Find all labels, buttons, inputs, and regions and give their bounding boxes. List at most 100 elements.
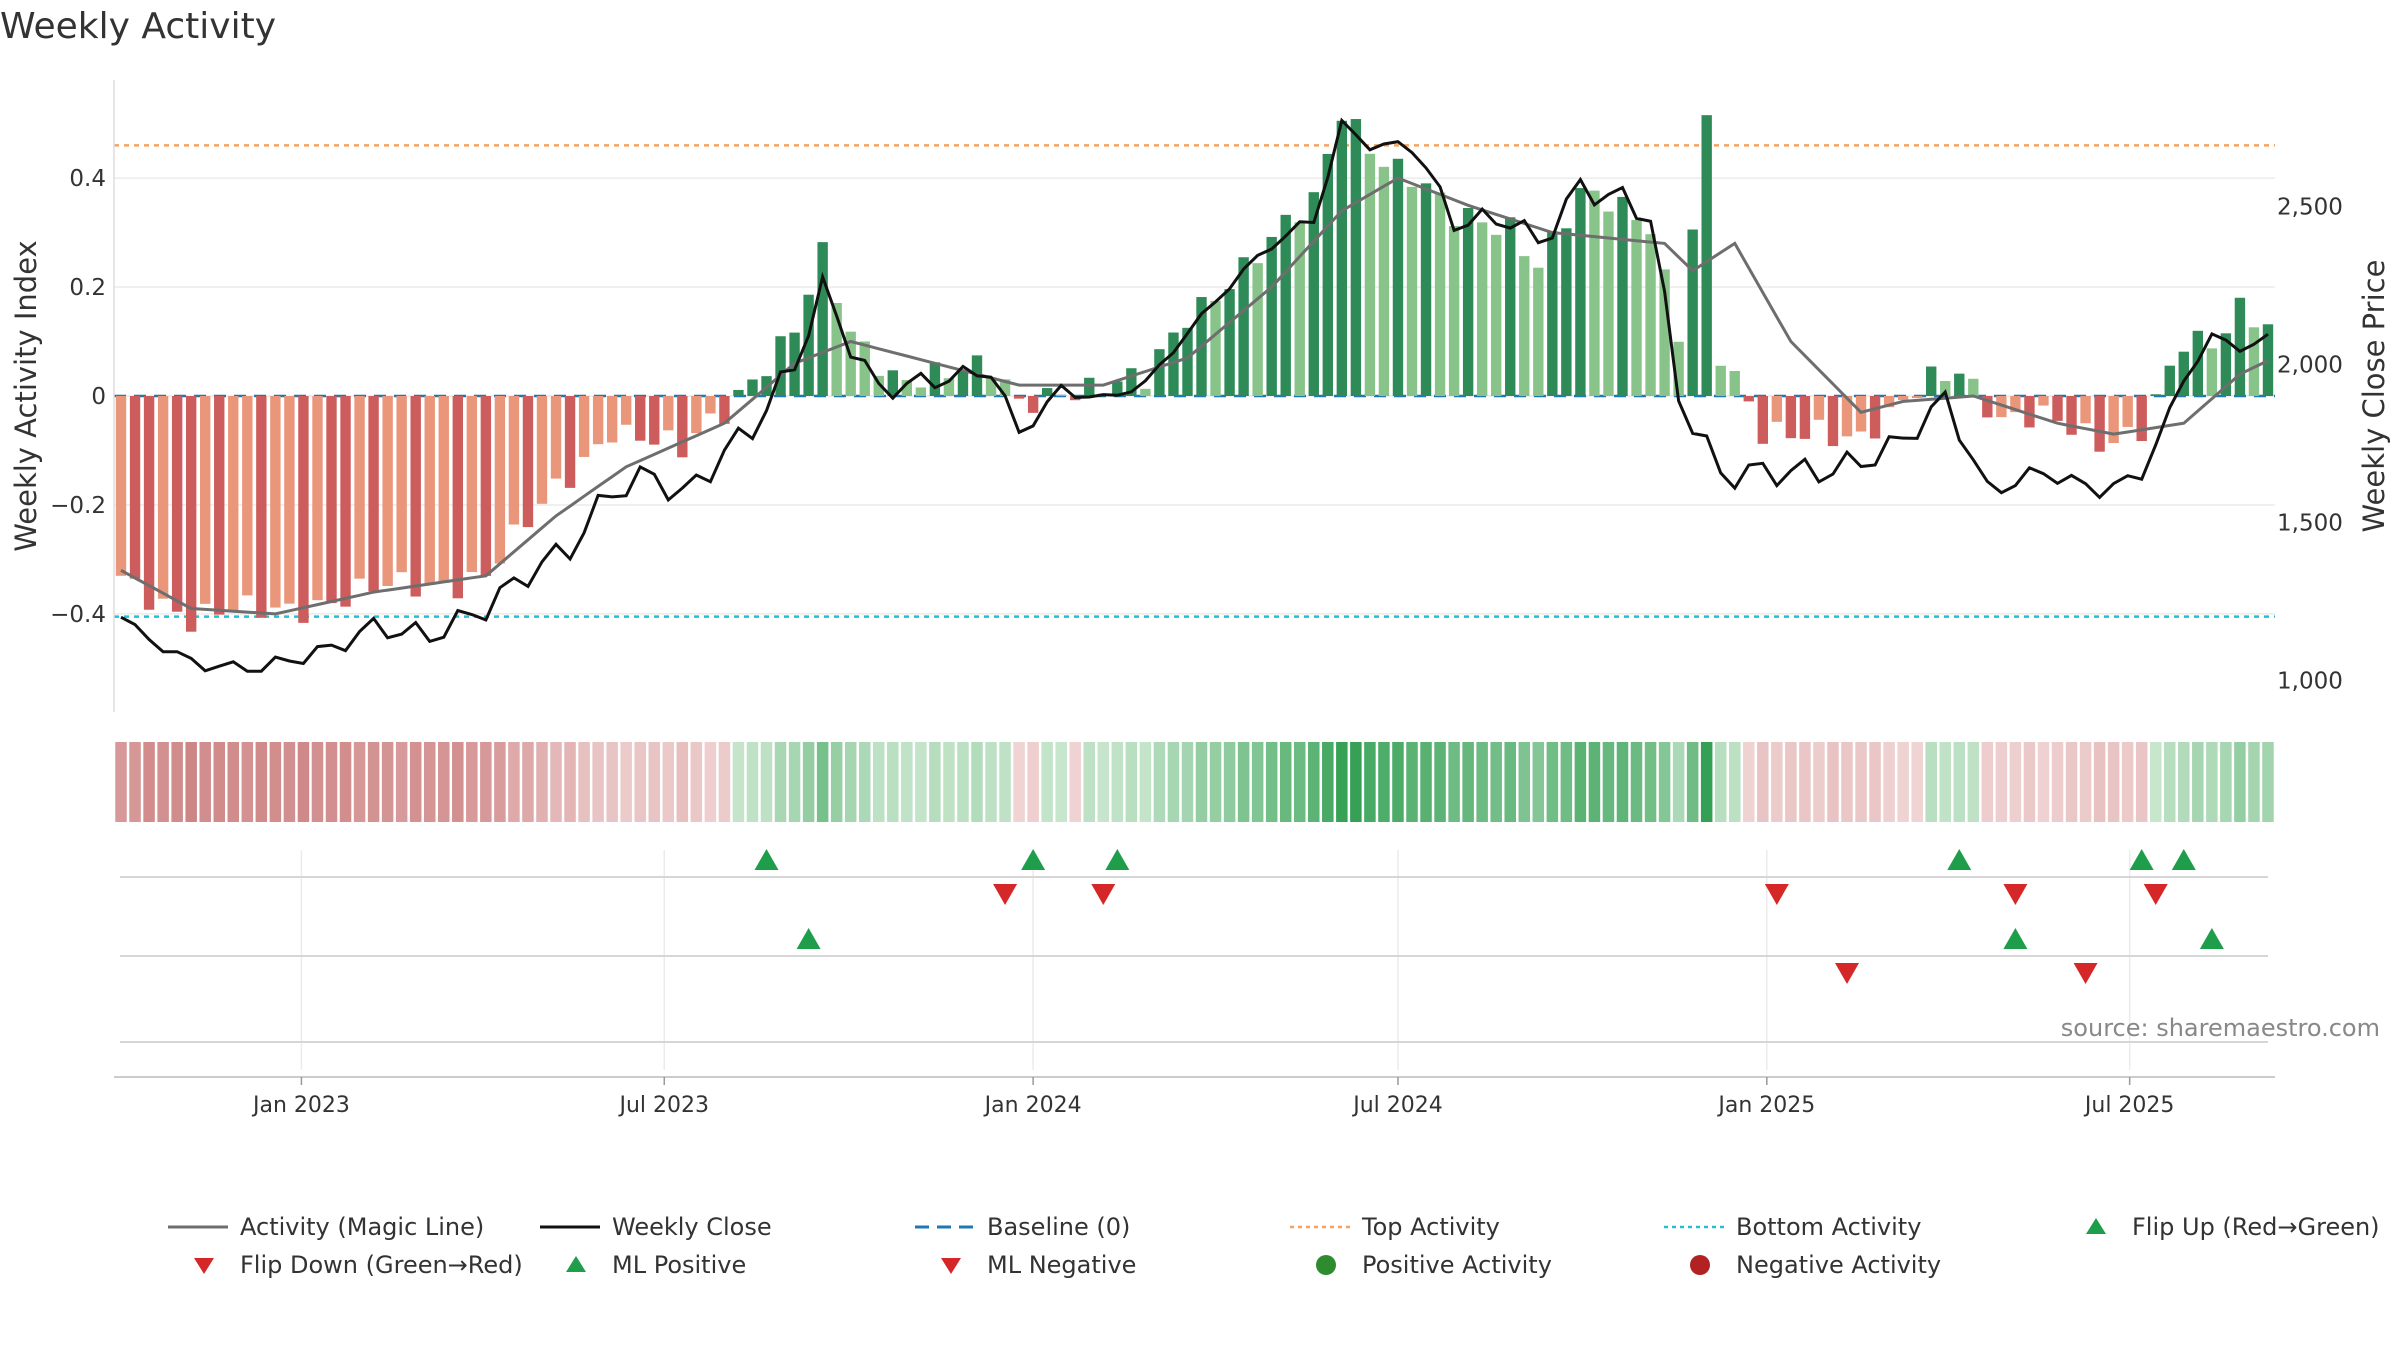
strip-cell <box>115 742 127 822</box>
activity-bar <box>2262 324 2274 396</box>
activity-bar <box>256 396 267 618</box>
left-axis-label: Weekly Activity Index <box>9 240 43 551</box>
activity-bar <box>1561 228 1572 396</box>
activity-bar <box>1813 396 1825 420</box>
activity-bar <box>677 396 688 458</box>
activity-bar <box>2206 348 2218 396</box>
strip-cell <box>381 742 394 822</box>
strip-cell <box>1728 742 1741 822</box>
strip-cell <box>1476 742 1488 822</box>
strip-cell <box>732 742 745 822</box>
strip-cell <box>1771 742 1783 822</box>
strip-cell <box>578 742 590 822</box>
activity-bar <box>214 396 225 615</box>
activity-bar <box>1547 231 1558 396</box>
activity-bar <box>410 396 421 597</box>
legend-label: Top Activity <box>1362 1213 1500 1241</box>
ml-positive-marker <box>796 928 821 949</box>
strip-cell <box>1097 742 1110 822</box>
activity-bar <box>1154 349 1165 396</box>
strip-cell <box>494 742 506 822</box>
activity-bar <box>438 396 449 583</box>
strip-cell <box>2093 742 2106 822</box>
legend-label: Flip Down (Green→Red) <box>240 1251 523 1279</box>
strip-cell <box>185 742 197 822</box>
strip-cell <box>550 742 562 822</box>
strip-cell <box>423 742 436 822</box>
activity-bar <box>1041 388 1053 396</box>
activity-bar <box>1308 192 1319 396</box>
activity-bar <box>2010 396 2021 413</box>
strip-cell <box>2135 742 2148 822</box>
flip-up-marker <box>1021 849 1046 870</box>
strip-cell <box>1013 742 1025 822</box>
magic-line <box>120 176 2269 616</box>
strip-cell <box>325 742 338 822</box>
weekly-close-line <box>120 117 2269 673</box>
strip-cell <box>409 742 422 822</box>
strip-cell <box>171 742 183 822</box>
strip-cell <box>466 742 478 822</box>
legend-swatch-baseline <box>915 1225 975 1229</box>
legend-item-posact: Positive Activity <box>1290 1248 1552 1282</box>
strip-cell <box>1350 742 1362 822</box>
legend-swatch-posact <box>1316 1255 1336 1275</box>
strip-cell <box>241 742 254 822</box>
strip-cell <box>1251 742 1264 822</box>
activity-bar <box>817 242 828 396</box>
strip-cell <box>255 742 268 822</box>
strip-cell <box>1658 742 1671 822</box>
activity-bar <box>284 396 295 604</box>
activity-bar <box>887 370 898 396</box>
strip-cell <box>830 742 843 822</box>
activity-bar <box>985 377 997 396</box>
activity-bar <box>1280 214 1291 396</box>
activity-bar <box>2150 394 2161 396</box>
strip-cell <box>1644 742 1657 822</box>
activity-bar <box>354 396 365 579</box>
strip-cell <box>1139 742 1152 822</box>
strip-cell <box>1785 742 1797 822</box>
strip-cell <box>1364 742 1376 822</box>
activity-bar <box>1729 371 1740 396</box>
activity-bar <box>606 396 618 443</box>
activity-bar <box>1126 368 1137 396</box>
left-tick-label: 0 <box>91 384 106 410</box>
strip-cell <box>2164 742 2176 822</box>
activity-bar <box>1757 396 1769 444</box>
strip-cell <box>1490 742 1502 822</box>
axes: −0.4 −0.2 0 0.2 0.4 Weekly Activity Index 1,00… <box>9 80 2391 712</box>
strip-cell <box>1027 742 1039 822</box>
legend-swatch-mlneg <box>941 1258 961 1274</box>
x-tick-label: Jul 2024 <box>1351 1093 1443 1118</box>
strip-cell <box>1855 742 1867 822</box>
strip-cell <box>887 742 899 822</box>
activity-bar <box>1715 365 1726 396</box>
legend-swatch-magic <box>168 1225 228 1229</box>
strip-cell <box>1532 742 1545 822</box>
strip-cell <box>480 742 492 822</box>
activity-bar <box>1462 207 1474 396</box>
strip-cell <box>536 742 548 822</box>
activity-bar <box>957 370 969 396</box>
strip-cell <box>662 742 675 822</box>
flip-up-marker <box>754 849 779 870</box>
strip-cell <box>788 742 801 822</box>
strip-cell <box>2220 742 2232 822</box>
strip-cell <box>395 742 408 822</box>
strip-cell <box>1195 742 1208 822</box>
strip-cell <box>1714 742 1727 822</box>
activity-bar <box>424 396 435 585</box>
strip-cell <box>634 742 646 822</box>
activity-bar <box>143 396 155 610</box>
strip-cell <box>1967 742 1980 822</box>
strip-cell <box>1111 742 1124 822</box>
strip-cell <box>1995 742 2008 822</box>
legend-label: Negative Activity <box>1736 1251 1942 1279</box>
strip-cell <box>1869 742 1881 822</box>
legend-label: Flip Up (Red→Green) <box>2132 1213 2380 1241</box>
strip-cell <box>1167 742 1180 822</box>
strip-cell <box>1308 742 1320 822</box>
legend-swatch-flipdown <box>194 1258 214 1274</box>
x-tick-label: Jul 2023 <box>618 1093 710 1118</box>
